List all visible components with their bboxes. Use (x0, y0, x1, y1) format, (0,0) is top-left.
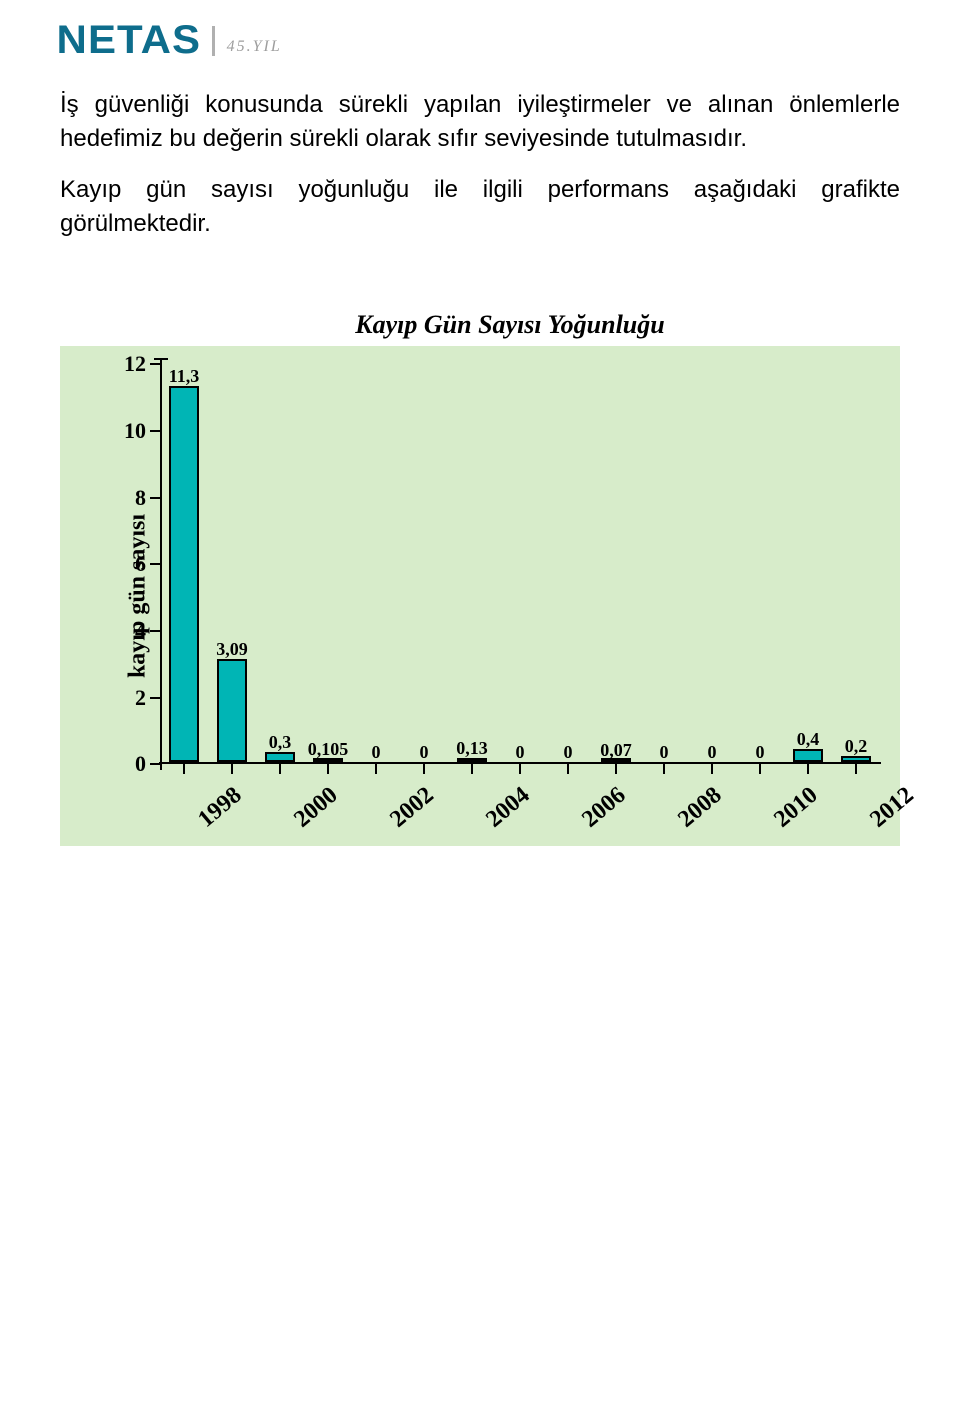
x-tick-label: 2002 (385, 782, 439, 834)
bar-value-label: 0 (372, 742, 381, 763)
y-tick-label: 12 (116, 351, 146, 377)
chart-bar (793, 749, 823, 762)
bar-value-label: 3,09 (216, 639, 248, 660)
x-tick-label: 2006 (577, 782, 631, 834)
x-tick (759, 764, 761, 774)
bar-value-label: 0,13 (456, 738, 488, 759)
bar-value-label: 0 (660, 742, 669, 763)
x-tick (855, 764, 857, 774)
chart-bar (841, 756, 871, 763)
y-tick-label: 2 (116, 685, 146, 711)
x-tick (807, 764, 809, 774)
paragraph-1: İş güvenliği konusunda sürekli yapılan i… (60, 88, 900, 155)
paragraph-2: Kayıp gün sayısı yoğunluğu ile ilgili pe… (60, 173, 900, 240)
x-tick (279, 764, 281, 774)
logo-text: NETAS (57, 20, 201, 60)
x-tick-label: 1998 (193, 782, 247, 834)
y-axis-label: kayıp gün sayısı (125, 514, 152, 678)
y-tick-label: 10 (116, 418, 146, 444)
y-tick (150, 630, 160, 632)
y-axis-cap (154, 358, 168, 360)
bar-value-label: 0 (756, 742, 765, 763)
y-tick-label: 4 (116, 618, 146, 644)
bar-value-label: 0,4 (797, 729, 820, 750)
bar-value-label: 0 (564, 742, 573, 763)
document-page: NETAS 45.YIL İş güvenliği konusunda süre… (0, 0, 960, 1414)
y-tick (150, 763, 160, 765)
x-tick-label: 2000 (289, 782, 343, 834)
x-tick (567, 764, 569, 774)
logo-divider (212, 26, 215, 56)
x-tick (423, 764, 425, 774)
x-tick (375, 764, 377, 774)
chart-bar (169, 386, 199, 763)
bar-value-label: 0 (420, 742, 429, 763)
bar-value-label: 0,2 (845, 736, 868, 757)
y-tick-label: 6 (116, 551, 146, 577)
x-tick (183, 764, 185, 774)
chart-title: Kayıp Gün Sayısı Yoğunluğu (60, 310, 900, 340)
y-tick (150, 497, 160, 499)
y-tick-label: 8 (116, 485, 146, 511)
x-tick-label: 2008 (673, 782, 727, 834)
chart-container: kayıp gün sayısı 0 2 4 6 8 10 12 11,3 3,09 0,3 0,1… (60, 346, 900, 846)
y-tick (150, 363, 160, 365)
bar-value-label: 0 (708, 742, 717, 763)
x-tick (663, 764, 665, 774)
x-tick-label: 2004 (481, 782, 535, 834)
bar-value-label: 0 (516, 742, 525, 763)
logo: NETAS 45.YIL (60, 20, 900, 60)
y-tick (150, 563, 160, 565)
x-tick (231, 764, 233, 774)
x-tick (615, 764, 617, 774)
chart-bar (217, 659, 247, 762)
y-axis-line (160, 358, 162, 770)
logo-subtext: 45.YIL (227, 38, 282, 56)
x-tick (519, 764, 521, 774)
y-tick (150, 697, 160, 699)
x-tick-label: 2010 (769, 782, 823, 834)
x-tick-label: 2012 (865, 782, 919, 834)
y-tick-label: 0 (116, 751, 146, 777)
x-tick (471, 764, 473, 774)
chart-bar (265, 752, 295, 762)
bar-value-label: 0,07 (600, 740, 632, 761)
chart-plot-area: 02468101211,33,090,30,105000,13000,07000… (160, 364, 880, 764)
bar-value-label: 0,3 (269, 732, 292, 753)
bar-value-label: 0,105 (308, 739, 349, 760)
x-tick (327, 764, 329, 774)
x-tick (711, 764, 713, 774)
y-tick (150, 430, 160, 432)
bar-value-label: 11,3 (169, 366, 200, 387)
